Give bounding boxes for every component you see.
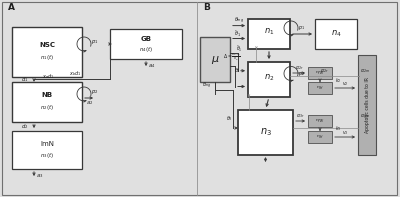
Text: $\Delta = \frac{x_{b,IR}}{x_a}$: $\Delta = \frac{x_{b,IR}}{x_a}$: [223, 51, 241, 63]
Text: $n_{IH}$: $n_{IH}$: [316, 133, 324, 141]
Text: $n_1$: $n_1$: [264, 27, 274, 37]
Text: $p_1$: $p_1$: [91, 38, 99, 46]
Text: $d_1$: $d_1$: [20, 75, 28, 84]
Text: $p_2$: $p_2$: [298, 70, 304, 77]
Bar: [315, 19, 357, 49]
Bar: [358, 55, 376, 155]
Bar: [308, 115, 332, 127]
Text: $n_1(t)$: $n_1(t)$: [40, 52, 54, 61]
Text: $\theta_{mg}$: $\theta_{mg}$: [234, 16, 244, 26]
Text: $\theta_2$: $\theta_2$: [234, 66, 240, 75]
Text: $\alpha_{3r}$: $\alpha_{3r}$: [296, 112, 305, 120]
Text: $n_4$: $n_4$: [331, 29, 341, 39]
Text: $p_2$: $p_2$: [91, 88, 99, 96]
Text: $v_3$: $v_3$: [342, 129, 348, 137]
Text: NSC: NSC: [39, 42, 55, 48]
Text: $\bar{\theta}_1$: $\bar{\theta}_1$: [236, 44, 242, 54]
Text: $p_1$: $p_1$: [298, 24, 304, 32]
Bar: [238, 110, 293, 155]
Text: $\alpha_{2r}$: $\alpha_{2r}$: [320, 67, 328, 75]
Text: $a_4$: $a_4$: [148, 62, 156, 70]
Text: $n_2$: $n_2$: [264, 72, 274, 83]
Bar: [248, 19, 290, 49]
Text: $x_a d_1$: $x_a d_1$: [42, 72, 54, 81]
Text: Apoptotic cells due to IR: Apoptotic cells due to IR: [364, 77, 370, 133]
Text: NB: NB: [42, 92, 52, 98]
Bar: [248, 62, 290, 97]
Text: $k_3$: $k_3$: [335, 125, 342, 133]
Bar: [200, 37, 230, 82]
Bar: [308, 82, 332, 94]
Text: $a_2$: $a_2$: [86, 99, 94, 107]
Bar: [12, 27, 82, 77]
Bar: [12, 82, 82, 122]
Text: $\alpha_{2r}$: $\alpha_{2r}$: [295, 64, 303, 72]
Text: $a_3$: $a_3$: [36, 172, 44, 180]
Bar: [110, 29, 182, 59]
Bar: [308, 131, 332, 143]
Text: GB: GB: [140, 36, 152, 42]
Bar: [308, 67, 332, 79]
Text: $n_{TW}$: $n_{TW}$: [315, 69, 325, 77]
Text: B: B: [203, 3, 210, 11]
Text: $k_2$: $k_2$: [335, 76, 342, 85]
Text: $n_2(t)$: $n_2(t)$: [40, 102, 54, 112]
Text: $x_b d_1$: $x_b d_1$: [69, 70, 81, 78]
Text: ImN: ImN: [40, 141, 54, 147]
Text: $d_2$: $d_2$: [21, 122, 28, 131]
Text: $\mu$: $\mu$: [211, 54, 219, 65]
Text: $n_3(t)$: $n_3(t)$: [40, 151, 54, 161]
Text: $\alpha_{3m}$: $\alpha_{3m}$: [360, 112, 370, 120]
Text: $n_{IH}$: $n_{IH}$: [316, 84, 324, 92]
Text: $\bar{\theta}_1$: $\bar{\theta}_1$: [234, 30, 241, 39]
Text: $v_2$: $v_2$: [342, 80, 348, 88]
Text: $n_4(t)$: $n_4(t)$: [139, 45, 153, 54]
Text: $n_3$: $n_3$: [260, 127, 272, 138]
Text: $n_{TW}$: $n_{TW}$: [315, 117, 325, 125]
Text: A: A: [8, 3, 15, 11]
Text: $\alpha_{2m}$: $\alpha_{2m}$: [360, 67, 370, 75]
Text: $\theta_{mg}$: $\theta_{mg}$: [202, 81, 212, 91]
Text: $\theta_3$: $\theta_3$: [226, 114, 232, 123]
Bar: [12, 131, 82, 169]
